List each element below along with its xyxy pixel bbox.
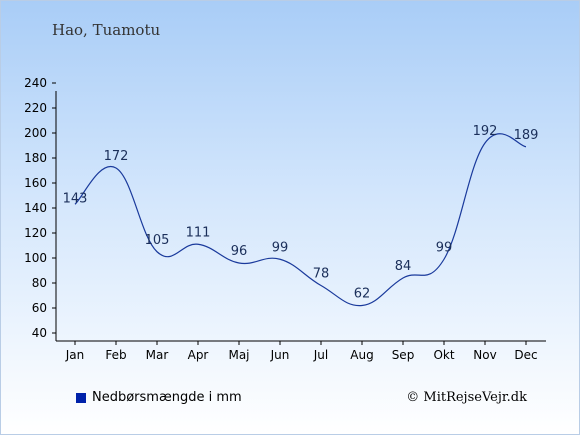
y-tick-label: 40 (32, 326, 47, 340)
copyright-text: © MitRejseVejr.dk (406, 390, 527, 405)
y-tick-label: 240 (24, 76, 47, 90)
data-label: 172 (104, 149, 129, 164)
y-tick-label: 60 (32, 301, 47, 315)
x-tick-label: Okt (433, 348, 454, 362)
legend-label: Nedbørsmængde i mm (92, 390, 242, 405)
chart-title: Hao, Tuamotu (52, 21, 161, 39)
y-tick-label: 180 (24, 151, 47, 165)
data-label: 111 (186, 225, 211, 240)
data-label: 192 (473, 124, 498, 139)
data-label: 105 (145, 233, 170, 248)
x-tick-label: Dec (514, 348, 537, 362)
x-tick-label: Aug (350, 348, 373, 362)
data-label: 99 (272, 240, 289, 255)
y-tick-label: 140 (24, 201, 47, 215)
legend-swatch (76, 392, 86, 403)
data-label: 143 (63, 191, 88, 206)
x-tick-label: Maj (228, 348, 249, 362)
data-label: 84 (395, 259, 412, 274)
x-tick-label: Sep (392, 348, 415, 362)
y-tick-label: 200 (24, 126, 47, 140)
x-tick-label: Apr (188, 348, 209, 362)
x-tick-label: Jun (270, 348, 290, 362)
x-tick-label: Jan (65, 348, 85, 362)
legend: Nedbørsmængde i mm (76, 390, 242, 405)
data-label: 78 (313, 267, 330, 282)
y-tick-label: 80 (32, 276, 47, 290)
x-tick-label: Nov (473, 348, 496, 362)
x-tick-label: Jul (313, 348, 328, 362)
series-line (74, 133, 527, 307)
data-label: 96 (231, 244, 248, 259)
data-label: 189 (514, 128, 539, 143)
x-tick-label: Mar (146, 348, 169, 362)
y-tick-label: 100 (24, 251, 47, 265)
y-tick-label: 120 (24, 226, 47, 240)
data-label: 62 (354, 287, 371, 302)
data-label: 99 (436, 240, 453, 255)
y-tick-label: 160 (24, 176, 47, 190)
y-tick-label: 220 (24, 101, 47, 115)
x-tick-label: Feb (105, 348, 126, 362)
